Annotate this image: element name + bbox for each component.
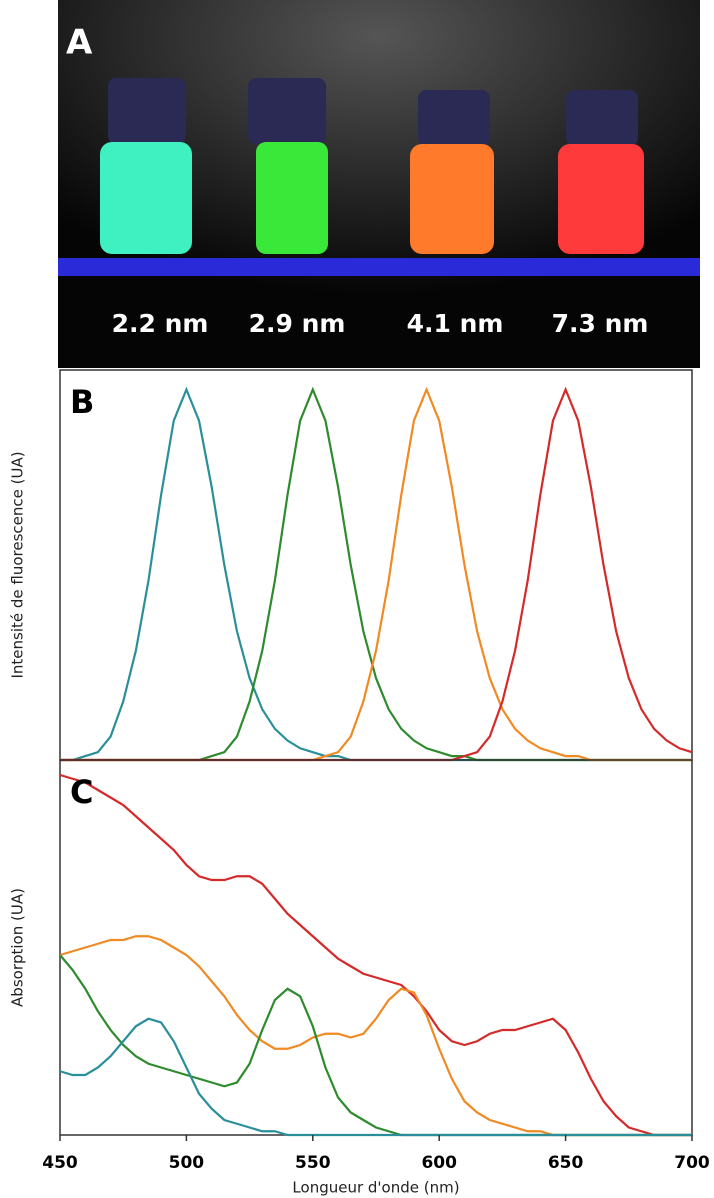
series-line <box>59 954 692 1137</box>
vial-label: 4.1 nm <box>407 309 504 338</box>
photo-panel: A 2.2 nm 2.9 nm 4.1 nm 7.3 nm <box>58 0 700 368</box>
panel-label: B <box>70 383 94 421</box>
x-tick-label: 500 <box>169 1153 205 1173</box>
vial <box>410 144 494 254</box>
shelf <box>58 258 700 276</box>
x-tick-label: 700 <box>674 1153 710 1173</box>
series-line <box>59 1017 692 1137</box>
series-line <box>60 386 692 762</box>
vial-cap <box>248 78 326 144</box>
vial-cap <box>418 90 490 146</box>
panel-label: C <box>70 773 93 811</box>
vial-cap <box>108 78 186 144</box>
vial-label: 2.9 nm <box>249 309 346 338</box>
vial <box>558 144 644 254</box>
panel-label: A <box>66 23 93 63</box>
series-line <box>59 773 692 1137</box>
x-tick-label: 600 <box>421 1153 457 1173</box>
plot-frame <box>59 369 693 761</box>
x-tick-label: 550 <box>295 1153 331 1173</box>
x-tick-label: 450 <box>42 1153 78 1173</box>
vial-cap <box>566 90 638 146</box>
vials <box>100 78 644 254</box>
y-axis-label: Absorption (UA) <box>9 888 27 1007</box>
y-axis-label: Intensité de fluorescence (UA) <box>9 451 27 678</box>
vial <box>256 142 328 254</box>
series-line <box>60 386 693 762</box>
x-tick-label: 650 <box>548 1153 584 1173</box>
series-line <box>60 386 692 762</box>
series-line <box>60 386 692 762</box>
vial-label: 7.3 nm <box>552 309 649 338</box>
vial <box>100 142 192 254</box>
series-line <box>59 935 692 1137</box>
plot-frame <box>59 759 693 1136</box>
vial-label: 2.2 nm <box>112 309 209 338</box>
x-axis-label: Longueur d'onde (nm) <box>292 1179 459 1197</box>
